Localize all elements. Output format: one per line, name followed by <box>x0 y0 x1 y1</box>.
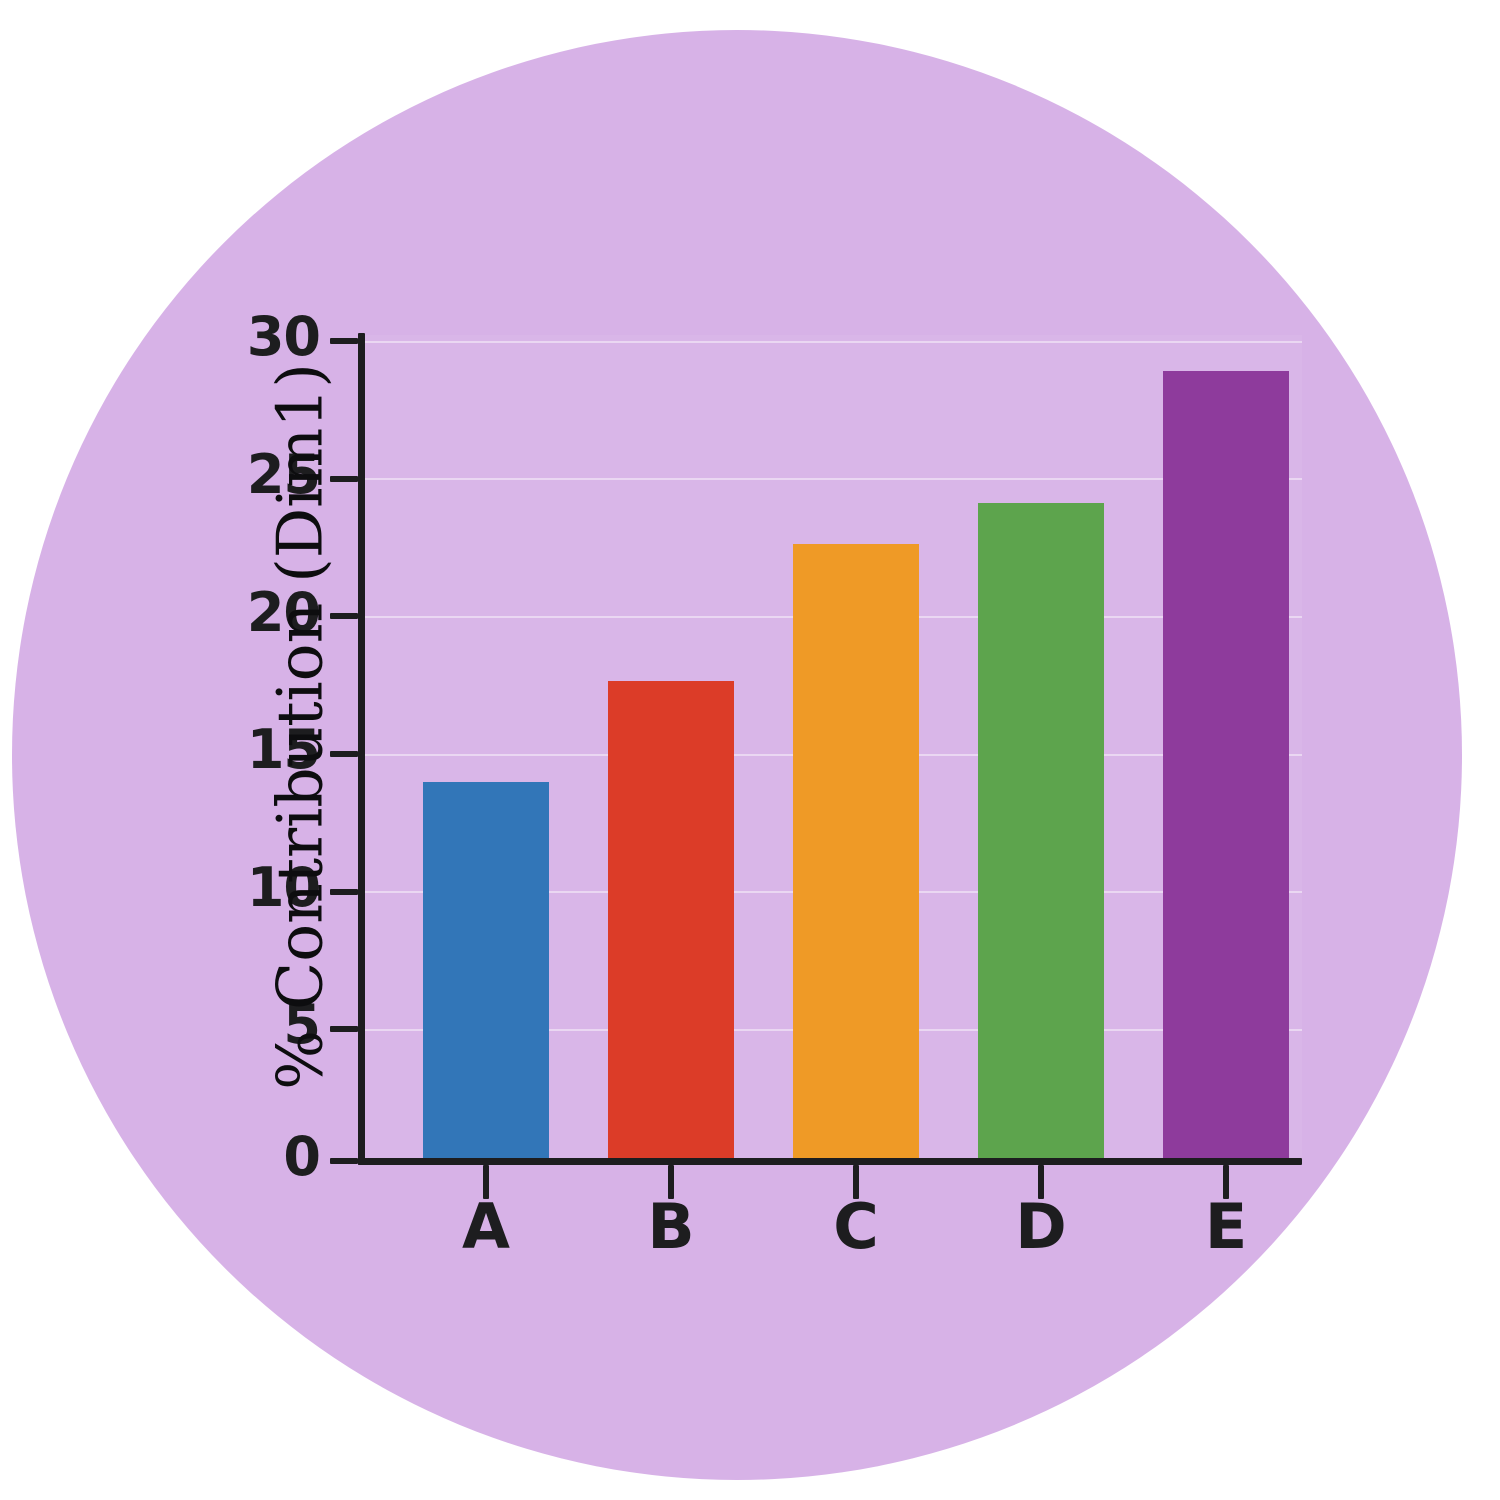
x-tick-C <box>853 1165 859 1199</box>
gridline-25 <box>362 478 1302 480</box>
x-tick-label-D: D <box>1015 1190 1067 1263</box>
bar-C[interactable] <box>793 543 919 1161</box>
y-tick-15 <box>330 751 358 757</box>
bar-A[interactable] <box>423 782 549 1161</box>
y-tick-30 <box>330 338 358 344</box>
x-tick-B <box>668 1165 674 1199</box>
bar-E[interactable] <box>1163 370 1289 1161</box>
bar-B[interactable] <box>608 680 734 1161</box>
y-tick-0 <box>330 1158 358 1164</box>
x-tick-D <box>1038 1165 1044 1199</box>
x-tick-A <box>483 1165 489 1199</box>
x-tick-label-E: E <box>1204 1190 1248 1263</box>
y-tick-20 <box>330 613 358 619</box>
bars-layer <box>423 370 1289 1161</box>
y-tick-label-20: 20 <box>246 581 321 644</box>
y-tick-label-0: 0 <box>283 1125 321 1188</box>
x-tick-label-B: B <box>647 1190 695 1263</box>
y-tick-label-25: 25 <box>246 443 321 506</box>
x-tick-label-C: C <box>833 1190 879 1263</box>
y-axis-line <box>358 333 365 1165</box>
x-tick-label-A: A <box>462 1190 510 1263</box>
y-tick-label-5: 5 <box>283 993 321 1056</box>
y-tick-25 <box>330 476 358 482</box>
y-tick-10 <box>330 889 358 895</box>
bar-D[interactable] <box>978 502 1104 1161</box>
y-axis-title: % Contribution (Dim1) <box>263 363 337 1090</box>
x-axis-line <box>358 1158 1302 1165</box>
y-tick-label-15: 15 <box>246 718 321 781</box>
y-tick-label-30: 30 <box>246 305 321 368</box>
gridline-30 <box>362 341 1302 343</box>
x-tick-E <box>1223 1165 1229 1199</box>
y-tick-5 <box>330 1026 358 1032</box>
y-tick-label-10: 10 <box>246 856 321 919</box>
